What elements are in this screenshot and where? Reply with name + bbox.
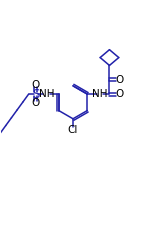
Text: NH: NH [92,89,107,99]
Text: O: O [32,98,40,108]
Text: O: O [116,89,124,99]
Text: Cl: Cl [68,125,78,135]
Text: O: O [116,75,124,85]
Text: S: S [32,87,40,101]
Text: O: O [32,81,40,91]
Text: NH: NH [39,89,54,99]
